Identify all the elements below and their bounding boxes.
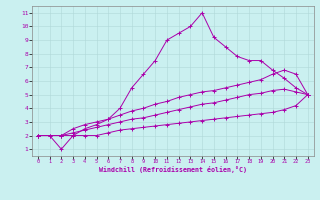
X-axis label: Windchill (Refroidissement éolien,°C): Windchill (Refroidissement éolien,°C): [99, 166, 247, 173]
